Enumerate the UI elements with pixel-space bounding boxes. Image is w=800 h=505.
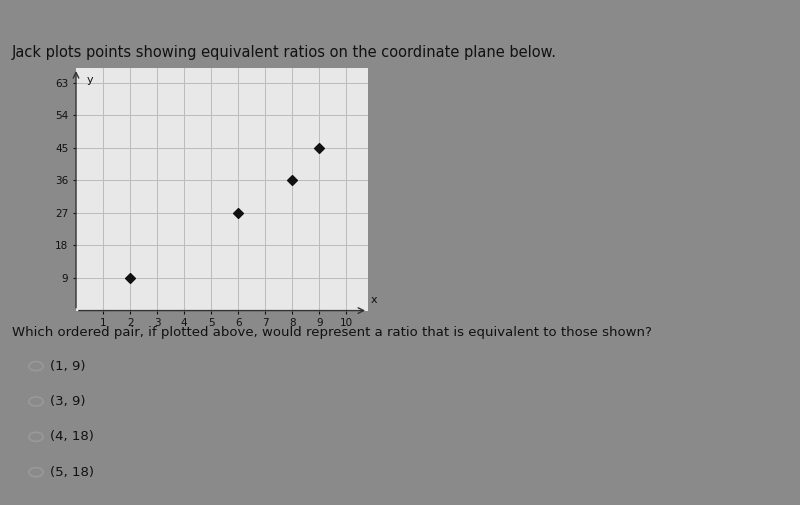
Point <box>124 274 137 282</box>
Point <box>286 176 298 184</box>
Text: y: y <box>87 75 94 85</box>
Point <box>232 209 245 217</box>
Text: (3, 9): (3, 9) <box>50 395 86 408</box>
Text: (1, 9): (1, 9) <box>50 360 86 373</box>
Text: x: x <box>370 295 378 305</box>
Text: Which ordered pair, if plotted above, would represent a ratio that is equivalent: Which ordered pair, if plotted above, wo… <box>12 326 652 339</box>
Point <box>313 144 326 152</box>
Text: (5, 18): (5, 18) <box>50 466 94 479</box>
Text: Jack plots points showing equivalent ratios on the coordinate plane below.: Jack plots points showing equivalent rat… <box>12 45 557 61</box>
Text: (4, 18): (4, 18) <box>50 430 94 443</box>
